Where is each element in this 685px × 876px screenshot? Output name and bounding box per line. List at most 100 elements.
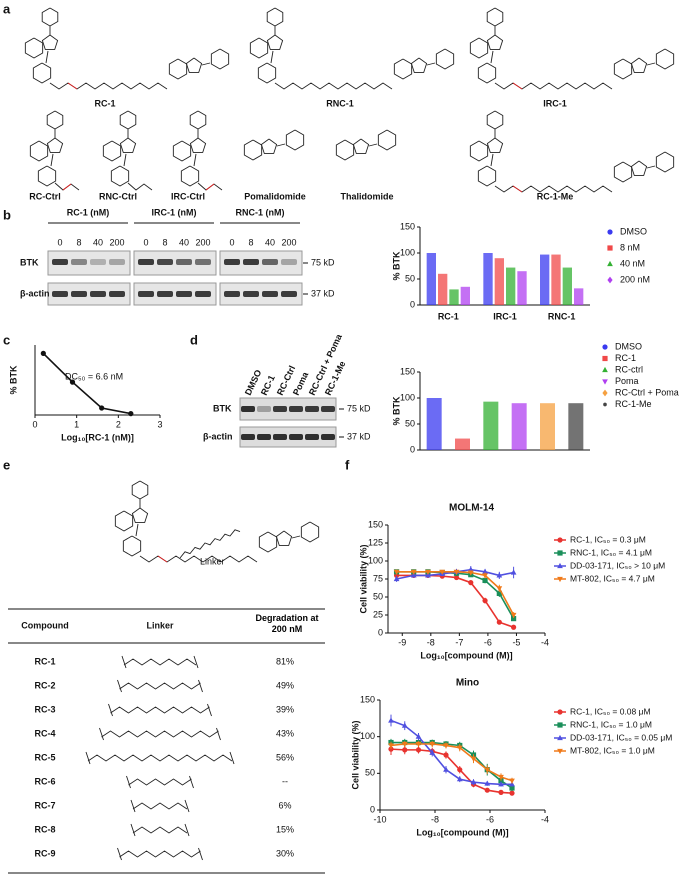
blot-band	[321, 434, 335, 440]
x-tick-label: 0	[32, 419, 37, 429]
bar	[511, 403, 527, 450]
marker	[557, 562, 563, 569]
marker	[602, 366, 608, 373]
blot-band	[281, 259, 297, 265]
marker	[393, 575, 400, 582]
blot-band	[241, 406, 255, 412]
structure-bond	[490, 50, 494, 64]
lane-label: 8	[76, 237, 81, 247]
lane-label: 40	[93, 237, 103, 247]
structure-bond	[121, 655, 127, 669]
x-tick-label: -7	[455, 637, 463, 647]
y-tick-label: 100	[400, 247, 415, 257]
marker	[510, 624, 517, 630]
structure-bond	[613, 58, 633, 80]
x-tick-label: RNC-1	[548, 311, 576, 321]
structure-bond	[646, 62, 656, 66]
y-tick-label: 150	[400, 366, 415, 376]
marker	[496, 590, 502, 596]
legend-label: DD-03-171, IC₅₀ > 10 μM	[570, 560, 665, 570]
row-label: BTK	[213, 403, 232, 413]
panel-label: b	[3, 207, 11, 222]
marker	[482, 577, 488, 584]
structure-bond	[185, 57, 203, 73]
marker	[602, 344, 608, 350]
structure-bond	[198, 679, 203, 693]
structure-bond	[99, 727, 104, 741]
legend-label: MT-802, IC₅₀ = 4.7 μM	[570, 573, 655, 583]
blot-band	[195, 291, 211, 297]
marker	[602, 355, 608, 362]
bar	[517, 271, 527, 305]
legend-label: RC-Ctrl + Poma	[615, 387, 679, 397]
y-tick-label: 0	[410, 444, 415, 454]
blot-panel	[219, 282, 303, 306]
structure-bond	[114, 510, 134, 532]
structure-bond	[393, 58, 413, 80]
blot-band	[195, 259, 211, 265]
structure-bond	[260, 138, 278, 154]
x-axis-label: Log₁₀[compound (M)]	[416, 827, 508, 837]
marker	[393, 569, 400, 575]
degradation-value: 43%	[276, 728, 294, 738]
blot-band	[157, 291, 173, 297]
structure-name: RC-Ctrl	[29, 191, 61, 201]
marker	[467, 570, 474, 576]
table-header: Compound	[21, 620, 69, 630]
structure-bond	[131, 507, 149, 523]
marker	[388, 746, 394, 752]
structure-bond	[50, 153, 54, 167]
table-header: Linker	[146, 620, 174, 630]
x-tick-label: 3	[157, 419, 162, 429]
marker	[467, 566, 474, 572]
structure-bond	[285, 129, 305, 151]
lane-label: 40	[179, 237, 189, 247]
blot-band	[176, 291, 192, 297]
y-tick-label: 150	[368, 519, 383, 529]
structure-bond	[630, 160, 648, 176]
structure-bond	[157, 555, 168, 563]
marker	[607, 229, 613, 235]
bar	[438, 273, 448, 305]
x-tick-label: RC-1	[438, 311, 459, 321]
marker	[484, 780, 491, 786]
lane-label: 200	[195, 237, 210, 247]
structure-bond	[266, 34, 284, 50]
compound-name: RC-8	[34, 824, 55, 834]
structure-bond	[62, 183, 72, 191]
bar	[506, 267, 516, 305]
marker	[510, 612, 517, 619]
structure-name: RC-1-Me	[537, 191, 574, 201]
legend-label: DD-03-171, IC₅₀ = 0.05 μM	[570, 732, 672, 742]
marker	[410, 569, 417, 575]
structure-bond	[229, 751, 235, 765]
blot-band	[109, 259, 125, 265]
marker	[511, 616, 517, 622]
x-tick-label: IRC-1	[493, 311, 517, 321]
degradation-value: 39%	[276, 704, 294, 714]
structure-bond	[119, 137, 137, 153]
legend-label: RNC-1, IC₅₀ = 4.1 μM	[570, 547, 652, 557]
lane-label: 0	[143, 237, 148, 247]
blot-band	[305, 406, 319, 412]
structure-bond	[300, 521, 320, 543]
annotation: DC₅₀ = 6.6 nM	[65, 371, 123, 381]
legend-label: 8 nM	[620, 242, 640, 252]
compound-name: RC-4	[34, 728, 55, 738]
structure-name: Thalidomide	[340, 191, 393, 201]
x-tick-label: -8	[431, 814, 439, 824]
y-axis-label: Cell viability (%)	[350, 720, 360, 789]
structure-name: IRC-1	[543, 98, 567, 108]
marker	[557, 550, 563, 556]
size-label: 75 kD	[311, 257, 335, 267]
lane-label: 40	[265, 237, 275, 247]
structure-bond	[102, 140, 122, 162]
x-tick-label: -4	[541, 637, 549, 647]
bar	[540, 254, 550, 305]
legend-label: DMSO	[615, 341, 642, 351]
structure-bond	[172, 140, 192, 162]
structure-bond	[205, 183, 215, 191]
marker	[453, 569, 460, 575]
